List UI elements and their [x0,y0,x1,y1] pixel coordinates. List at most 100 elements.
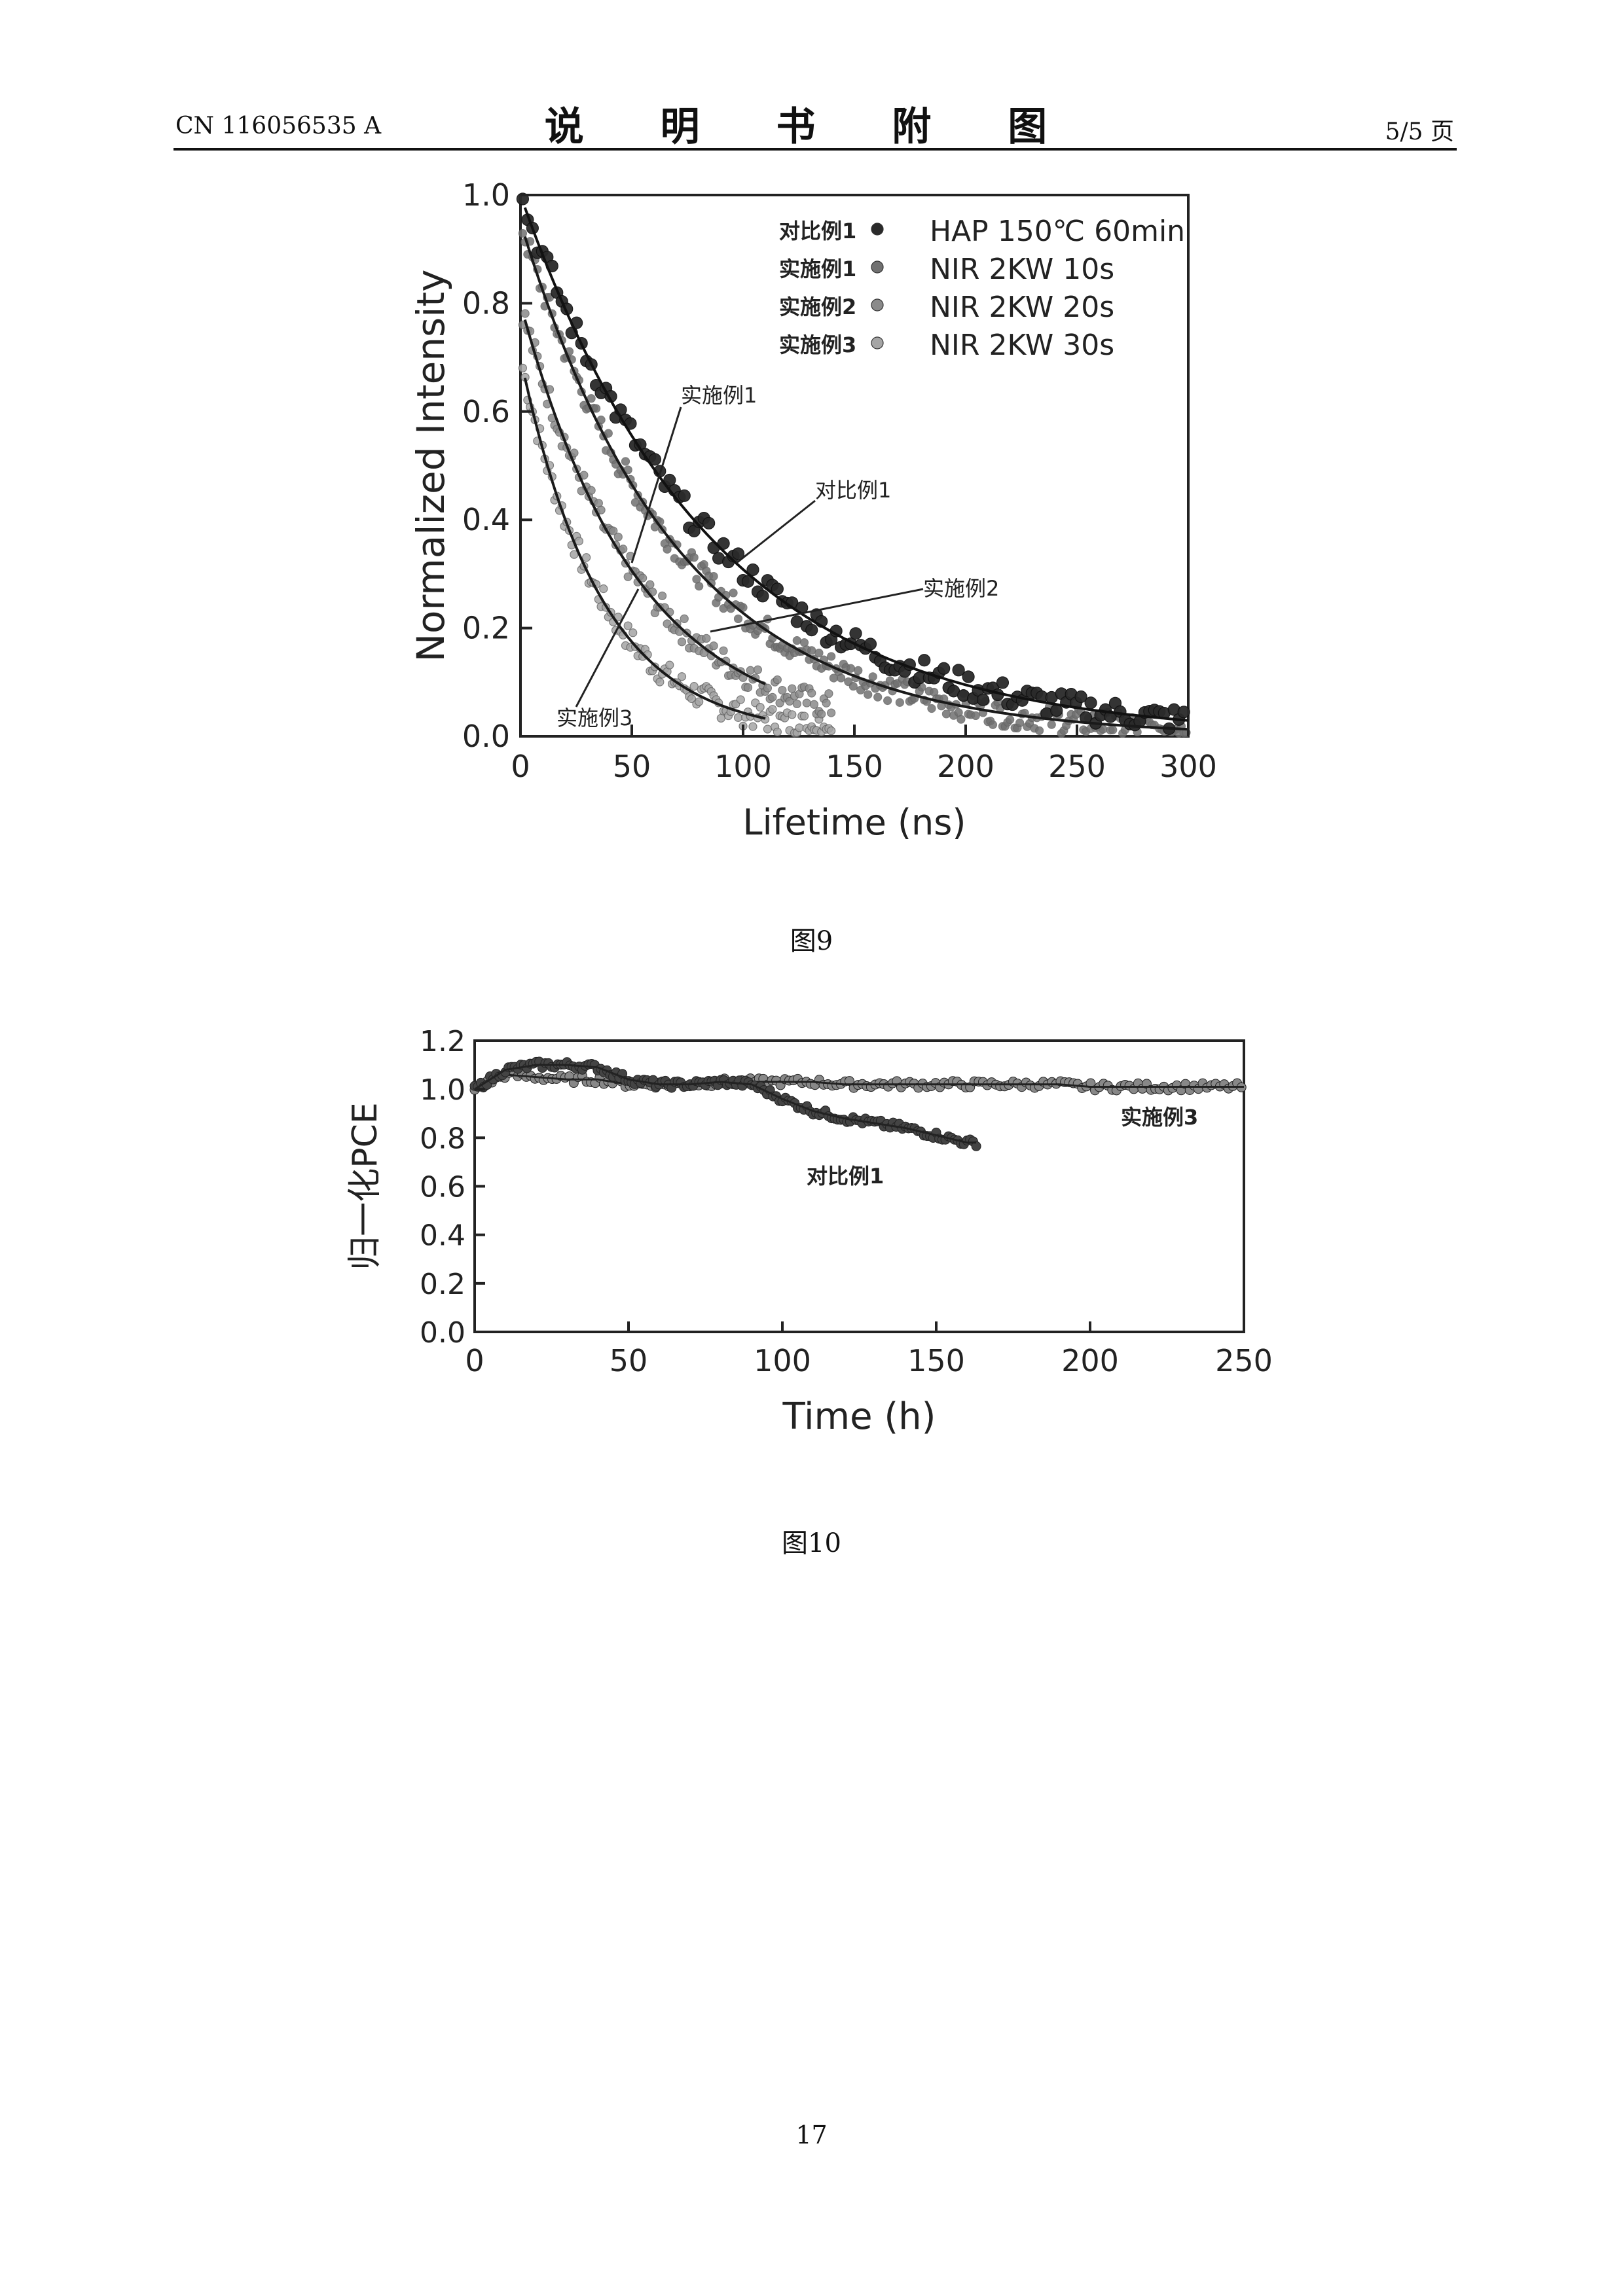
x-tick-label: 150 [826,749,883,784]
data-point [895,698,904,707]
data-point [629,628,638,637]
legend-condition: NIR 2KW 30s [930,329,1114,362]
data-point [753,665,763,674]
data-point [604,429,613,438]
y-tick-label: 0.4 [420,1219,465,1253]
data-point [689,553,699,562]
y-tick-label: 1.0 [420,1073,465,1107]
data-point [1177,706,1190,719]
x-tick-label: 100 [754,1343,811,1378]
y-tick-label: 0.2 [462,611,510,646]
data-point [849,627,862,640]
data-point [687,694,697,704]
data-point [768,692,777,702]
data-point [731,547,745,560]
data-point [827,708,836,717]
document-number: CN 116056535 A [175,113,382,139]
data-point [883,696,892,706]
legend-marker [871,223,884,236]
x-axis-label: Time (h) [782,1395,936,1438]
legend-condition: HAP 150℃ 60min [930,215,1185,248]
data-point [702,516,716,529]
data-point [962,670,975,683]
data-point [827,652,836,661]
data-point [785,696,794,706]
figure-9-caption: 图9 [790,926,833,956]
data-point [665,660,674,670]
data-point [623,621,632,630]
x-tick-label: 100 [714,749,772,784]
series-line-对比例1 [474,1064,977,1144]
y-tick-label: 0.4 [462,502,510,537]
data-point [788,710,797,719]
x-tick-label: 150 [907,1343,965,1378]
data-point [657,591,667,600]
data-point [680,614,689,623]
data-point [596,505,606,514]
legend-name: 实施例3 [779,332,856,357]
data-point [805,624,818,637]
data-point [763,683,773,692]
fit-curve-实施例3 [523,377,766,720]
annotation-label: 实施例3 [556,706,632,730]
data-point [817,709,826,719]
data-point [996,676,1010,689]
data-point [844,1076,854,1086]
data-point [814,649,824,658]
data-point [695,582,704,591]
x-tick-label: 0 [465,1343,484,1378]
data-point [848,681,858,691]
data-point [638,573,647,583]
series-对比例1-points [469,1056,981,1151]
data-point [748,722,757,731]
header-rule [173,148,1457,151]
data-point [729,588,738,598]
data-point [623,572,632,581]
data-point [689,682,699,691]
data-point [824,689,833,698]
annotation-label: 对比例1 [815,478,891,503]
page-header-title: 说 明 书 附 图 [544,104,1079,150]
data-point [827,726,836,736]
data-point [771,583,784,596]
annotation-label: 对比例1 [807,1164,884,1189]
data-point [736,695,745,704]
data-point [927,704,936,713]
x-tick-label: 50 [610,1343,648,1378]
legend-name: 实施例2 [779,295,856,319]
data-point [792,699,801,709]
data-point [678,489,691,502]
data-point [773,727,782,736]
data-point [655,677,665,687]
data-point [663,545,672,554]
y-axis-label: 归一化PCE [346,1102,385,1270]
x-tick-label: 200 [937,749,994,784]
data-point [807,689,816,698]
data-point [1047,720,1056,729]
data-point [695,697,704,706]
data-point [971,1141,981,1151]
data-point [743,683,753,692]
annotation-label: 实施例2 [923,576,999,601]
data-point [719,646,728,655]
data-point [778,685,787,695]
y-tick-label: 1.2 [420,1025,465,1058]
data-point [746,563,759,577]
figure-9-chart: 0 50 100 150 200 250 300 0.0 0.2 0.4 0.6 0.8 1.0 Life… [409,177,1217,843]
data-point [582,553,591,562]
x-tick-label: 250 [1048,749,1106,784]
legend-condition: NIR 2KW 20s [930,291,1114,324]
data-point [971,711,980,721]
data-point [1006,715,1015,725]
data-point [822,698,831,708]
data-point [773,675,782,685]
legend-marker [871,336,884,350]
y-tick-label: 0.8 [420,1122,465,1155]
y-tick-label: 0.2 [420,1268,465,1301]
figure-10-chart: 0 50 100 150 200 250 0.0 0.2 0.4 0.6 0.8 1.0 1.2 Time… [346,1025,1273,1438]
legend-marker [871,298,884,312]
annotation-label: 实施例1 [681,383,757,408]
data-point [918,654,931,667]
data-point [619,545,628,554]
page-number: 17 [795,2121,828,2149]
